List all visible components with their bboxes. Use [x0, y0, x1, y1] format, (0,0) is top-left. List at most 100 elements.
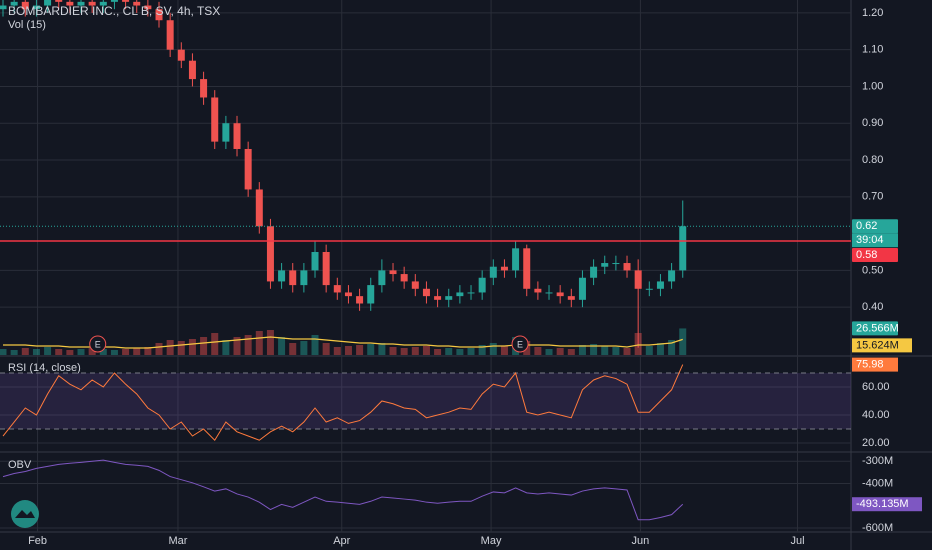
volume-bar	[400, 348, 408, 355]
indicator-line	[2, 364, 684, 442]
candle-body	[278, 270, 286, 282]
volume-bar	[578, 345, 586, 355]
volume-bar	[467, 348, 475, 355]
volume-bar	[300, 341, 308, 355]
volume-bar	[311, 335, 319, 355]
ma-badge	[852, 338, 912, 353]
candle-body	[378, 270, 386, 286]
volume-bar	[356, 345, 364, 355]
candle-body	[244, 148, 252, 190]
indicator-line	[2, 459, 684, 521]
candle-body	[567, 296, 575, 300]
volume-bar	[679, 328, 687, 355]
candle-body	[21, 1, 29, 10]
volume-bar	[556, 348, 564, 355]
x-tick-label: Jun	[632, 535, 650, 547]
candle-body	[200, 79, 208, 98]
volume-bar	[211, 333, 219, 355]
volume-bar	[656, 343, 664, 355]
earnings-label: E	[517, 339, 523, 349]
volume-bar	[144, 347, 152, 355]
volume-bar	[10, 350, 18, 355]
candle-body	[612, 263, 620, 265]
candle-body	[10, 1, 18, 6]
candle-body	[445, 296, 453, 300]
volume-bar	[489, 343, 497, 355]
candle-body	[266, 226, 274, 282]
volume-bar	[623, 348, 631, 355]
volume-bar	[601, 346, 609, 355]
candle-body	[122, 0, 130, 2]
candle-body	[99, 1, 107, 6]
x-tick-label: Feb	[28, 535, 47, 547]
x-tick-label: May	[481, 535, 502, 547]
volume-bar	[422, 346, 430, 355]
y-tick-label: -600M	[862, 522, 893, 534]
candle-body	[467, 292, 475, 294]
volume-bar	[478, 345, 486, 355]
y-tick-label: 20.00	[862, 437, 890, 449]
y-tick-label: 1.00	[862, 80, 883, 92]
x-tick-label: Jul	[790, 535, 804, 547]
volume-ma	[3, 336, 683, 349]
volume-bar	[612, 347, 620, 355]
chart-title: BOMBARDIER INC., CL B, SV, 4h, TSX	[8, 4, 220, 18]
candle-body	[255, 189, 263, 227]
volume-bar	[333, 347, 341, 355]
candle-body	[88, 1, 96, 6]
last-badge	[852, 357, 898, 372]
x-tick-label: Apr	[333, 535, 350, 547]
earnings-marker	[511, 335, 529, 353]
last-badge-label: -493.135M	[856, 498, 909, 510]
candle-body	[645, 288, 653, 290]
volume-bar	[322, 343, 330, 355]
candle-body	[0, 5, 7, 10]
candle-body	[489, 266, 497, 278]
volume-bar	[66, 350, 74, 355]
volume-bar	[278, 337, 286, 355]
volume-bar	[155, 343, 163, 355]
candle-body	[44, 0, 52, 6]
countdown-badge	[852, 233, 898, 248]
candle-body	[367, 285, 375, 304]
volume-bar	[590, 344, 598, 355]
y-tick-label: -300M	[862, 455, 893, 467]
volume-bar	[289, 343, 297, 355]
y-tick-label: 1.20	[862, 7, 883, 19]
volume-bar	[567, 349, 575, 355]
volume-bar	[255, 331, 263, 355]
volume-title: Vol (15)	[8, 19, 46, 31]
candle-body	[434, 296, 442, 300]
candle-body	[222, 123, 230, 142]
candle-body	[110, 0, 118, 2]
ma-badge-label: 15.624M	[856, 339, 899, 351]
candle-body	[32, 5, 40, 10]
volume-bar	[88, 348, 96, 355]
candle-body	[333, 285, 341, 293]
volume-bar	[110, 350, 118, 355]
volume-bar	[77, 349, 85, 355]
candle-body	[177, 49, 185, 61]
volume-bar	[133, 348, 141, 355]
candle-body	[188, 60, 196, 80]
volume-bar	[244, 335, 252, 355]
volume-bar	[177, 341, 185, 355]
y-tick-label: 0.40	[862, 301, 883, 313]
volume-bar	[233, 337, 241, 355]
volume-bar	[122, 349, 130, 355]
candle-body	[623, 263, 631, 271]
candle-body	[590, 266, 598, 278]
y-tick-label: 0.90	[862, 117, 883, 129]
volume-bar	[645, 346, 653, 355]
volume-bar	[634, 333, 642, 355]
y-tick-label: 0.50	[862, 264, 883, 276]
candle-body	[211, 97, 219, 142]
y-tick-label: 0.70	[862, 191, 883, 203]
candle-body	[456, 292, 464, 297]
candle-body	[679, 226, 687, 271]
candle-body	[289, 270, 297, 286]
volume-bar	[0, 349, 7, 355]
volume-bar	[367, 344, 375, 355]
price-badge-label: 26.566M	[856, 322, 899, 334]
